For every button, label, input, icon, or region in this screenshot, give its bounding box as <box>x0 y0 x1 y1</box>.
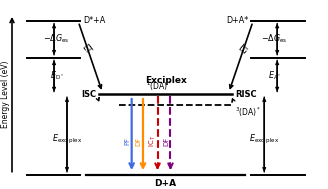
Text: ET: ET <box>80 43 93 56</box>
Text: $^1{\rm (DA)}^*$: $^1{\rm (DA)}^*$ <box>146 80 172 93</box>
Text: DF: DF <box>163 137 169 146</box>
Text: $^3{\rm (DA)}^*$: $^3{\rm (DA)}^*$ <box>235 106 261 119</box>
Text: ISC: ISC <box>81 90 96 99</box>
Text: IC$_T$: IC$_T$ <box>148 135 158 147</box>
Text: DF: DF <box>136 137 142 146</box>
Text: $E_{\rm D^*}$: $E_{\rm D^*}$ <box>50 70 64 82</box>
Text: D*+A: D*+A <box>83 16 105 25</box>
Text: D+A*: D+A* <box>226 16 248 25</box>
Text: $-\Delta G_{\rm es}$: $-\Delta G_{\rm es}$ <box>43 33 70 45</box>
Text: $-\Delta G_{\rm es}$: $-\Delta G_{\rm es}$ <box>261 33 288 45</box>
Text: Energy Level (eV): Energy Level (eV) <box>1 61 10 128</box>
Text: Exciplex: Exciplex <box>145 76 187 85</box>
Text: $E_{\rm exciplex}$: $E_{\rm exciplex}$ <box>249 133 279 146</box>
Text: PF: PF <box>124 137 131 145</box>
Text: D+A: D+A <box>154 179 177 188</box>
Text: $E_{\rm A^*}$: $E_{\rm A^*}$ <box>268 70 281 82</box>
Text: RISC: RISC <box>235 90 257 99</box>
Text: ET: ET <box>238 43 251 56</box>
Text: $E_{\rm exciplex}$: $E_{\rm exciplex}$ <box>52 133 82 146</box>
